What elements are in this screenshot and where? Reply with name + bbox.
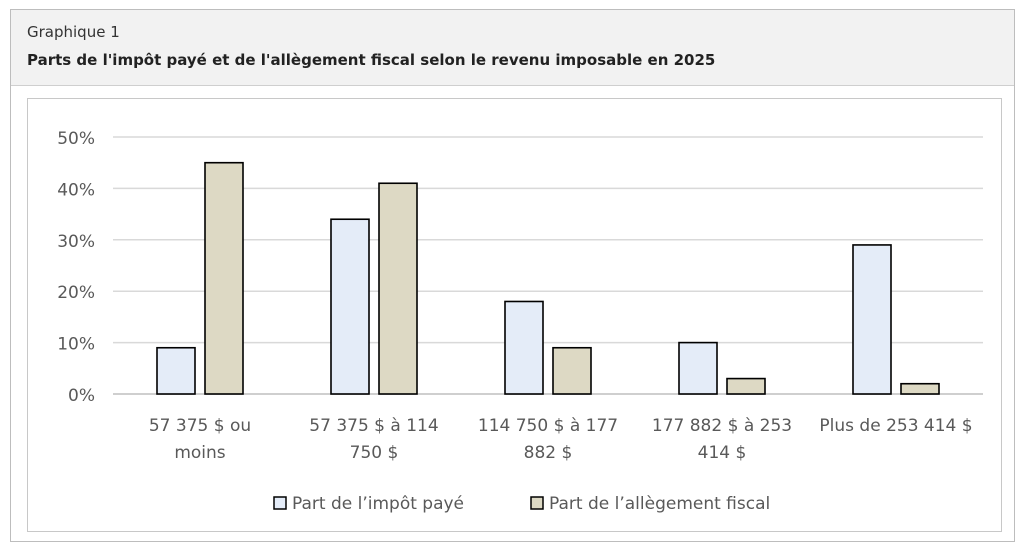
bar-allegement-fiscal [378, 182, 418, 395]
y-tick-label: 50% [57, 129, 95, 149]
figure-kicker: Graphique 1 [27, 23, 120, 41]
legend-allegement-fiscal-label: Part de l’allègement fiscal [549, 494, 770, 514]
chart-container: 0% 10% 20% 30% 40% 50% 57 375 $ ou moins 57 375 … [27, 98, 1002, 532]
y-tick-label: 30% [57, 232, 95, 252]
y-tick-label: 0% [68, 386, 95, 406]
bar-impot-paye [852, 244, 892, 395]
bar-allegement-fiscal [204, 161, 244, 395]
x-category-label: moins [174, 443, 225, 463]
bar-chart: 0% 10% 20% 30% 40% 50% 57 375 $ ou moins 57 375 … [57, 129, 983, 514]
legend-impot-paye-label: Part de l’impôt payé [292, 494, 464, 514]
x-category-label: Plus de 253 414 $ [819, 416, 972, 436]
bar-impot-paye [156, 346, 196, 395]
bar-impot-paye [678, 341, 718, 395]
figure-frame: Graphique 1 Parts de l'impôt payé et de … [10, 9, 1015, 542]
y-tick-label: 10% [57, 335, 95, 355]
bar-allegement-fiscal [552, 346, 592, 395]
x-category-label: 177 882 $ à 253 [652, 416, 792, 436]
x-category-label: 57 375 $ ou [149, 416, 251, 436]
legend-allegement-fiscal-swatch [530, 496, 544, 510]
bar-allegement-fiscal [900, 382, 940, 395]
bar-impot-paye [330, 218, 370, 395]
bar-allegement-fiscal [726, 377, 766, 395]
y-tick-label: 40% [57, 180, 95, 200]
y-tick-label: 20% [57, 283, 95, 303]
x-category-label: 57 375 $ à 114 [309, 416, 438, 436]
x-category-label: 882 $ [524, 443, 573, 463]
x-category-label: 750 $ [350, 443, 399, 463]
x-category-label: 114 750 $ à 177 [478, 416, 618, 436]
figure-title: Parts de l'impôt payé et de l'allègement… [27, 51, 716, 69]
bar-impot-paye [504, 300, 544, 395]
legend-impot-paye-swatch [273, 496, 287, 510]
x-category-label: 414 $ [698, 443, 747, 463]
figure-header: Graphique 1 Parts de l'impôt payé et de … [11, 10, 1014, 86]
